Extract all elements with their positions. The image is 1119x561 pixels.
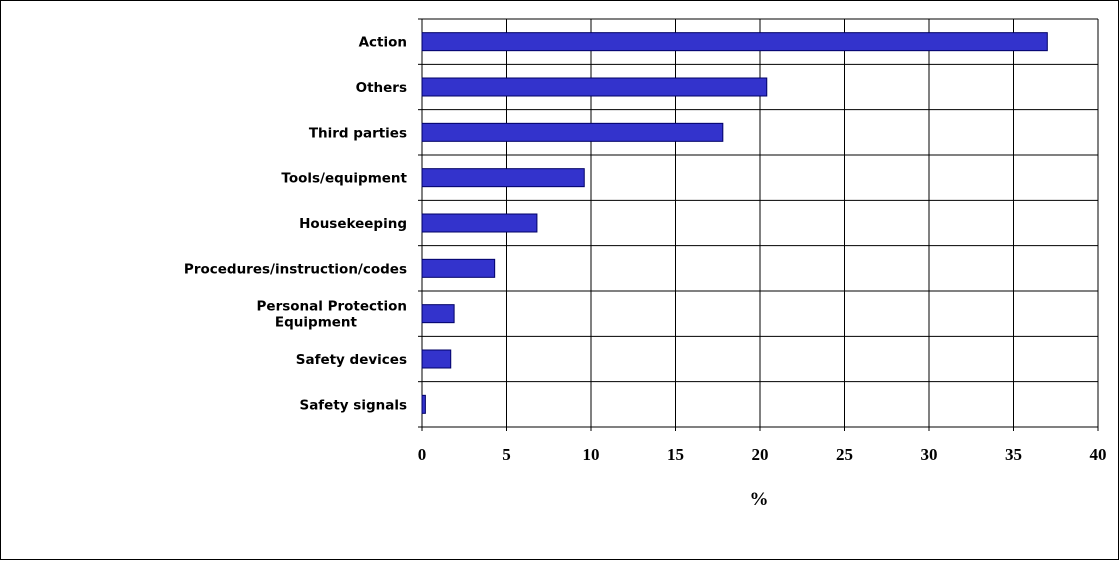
x-tick-label: 5 [502, 445, 511, 464]
category-label: Tools/equipment [281, 171, 407, 187]
x-tick-label: 30 [921, 445, 938, 464]
category-label: Others [356, 80, 407, 96]
category-label: Safety signals [299, 397, 407, 413]
bar [421, 304, 455, 324]
category-label-line: Action [359, 35, 407, 51]
x-tick-label: 35 [1005, 445, 1022, 464]
bar [421, 77, 768, 97]
bar [421, 349, 452, 369]
category-label-line: Housekeeping [299, 216, 407, 232]
bars [421, 32, 1048, 414]
category-labels: Action Others Third parties Tools/equipment… [184, 35, 408, 414]
bar [421, 258, 496, 278]
category-label: Safety devices [296, 352, 407, 368]
x-tick-label: 0 [418, 445, 427, 464]
x-tick-label: 15 [667, 445, 684, 464]
x-axis-title: % [750, 489, 769, 510]
bar [421, 122, 724, 142]
bar [421, 394, 426, 414]
category-label-line: Safety devices [296, 352, 407, 368]
category-label: Action [359, 35, 407, 51]
bar [421, 168, 585, 188]
x-tick-label: 20 [752, 445, 769, 464]
category-label: Personal Protection Equipment [257, 299, 407, 331]
bar [421, 213, 538, 233]
category-label-line: Others [356, 80, 407, 96]
category-label-line: Equipment [275, 315, 358, 331]
category-label-line: Third parties [309, 125, 407, 141]
category-label: Third parties [309, 125, 407, 141]
category-label: Housekeeping [299, 216, 407, 232]
category-label: Procedures/instruction/codes [184, 261, 407, 277]
x-tick-label: 40 [1090, 445, 1107, 464]
category-label-line: Safety signals [299, 397, 407, 413]
x-tick-labels: 0 5 10 15 20 25 30 35 40 [418, 445, 1107, 464]
category-label-line: Personal Protection [257, 299, 407, 315]
x-tick-label: 25 [836, 445, 853, 464]
category-label-line: Tools/equipment [281, 171, 407, 187]
bar [421, 32, 1048, 52]
category-label-line: Procedures/instruction/codes [184, 261, 407, 277]
x-tick-label: 10 [583, 445, 600, 464]
